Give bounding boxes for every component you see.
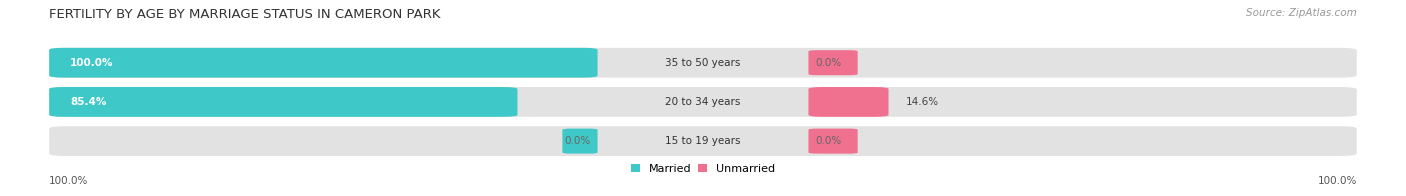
Text: 0.0%: 0.0%	[815, 58, 842, 68]
FancyBboxPatch shape	[808, 129, 858, 154]
Text: 14.6%: 14.6%	[905, 97, 938, 107]
Legend: Married, Unmarried: Married, Unmarried	[627, 160, 779, 179]
Text: FERTILITY BY AGE BY MARRIAGE STATUS IN CAMERON PARK: FERTILITY BY AGE BY MARRIAGE STATUS IN C…	[49, 8, 440, 21]
Text: 0.0%: 0.0%	[564, 136, 591, 146]
Text: 35 to 50 years: 35 to 50 years	[665, 58, 741, 68]
FancyBboxPatch shape	[808, 87, 889, 117]
Text: 15 to 19 years: 15 to 19 years	[665, 136, 741, 146]
FancyBboxPatch shape	[562, 129, 598, 154]
Text: Source: ZipAtlas.com: Source: ZipAtlas.com	[1246, 8, 1357, 18]
FancyBboxPatch shape	[49, 126, 1357, 156]
Text: 85.4%: 85.4%	[70, 97, 107, 107]
FancyBboxPatch shape	[49, 87, 1357, 117]
Text: 0.0%: 0.0%	[815, 136, 842, 146]
Text: 100.0%: 100.0%	[1317, 176, 1357, 186]
FancyBboxPatch shape	[49, 87, 517, 117]
FancyBboxPatch shape	[808, 50, 858, 75]
FancyBboxPatch shape	[49, 48, 598, 78]
Text: 100.0%: 100.0%	[70, 58, 114, 68]
Text: 100.0%: 100.0%	[49, 176, 89, 186]
FancyBboxPatch shape	[49, 48, 1357, 78]
Text: 20 to 34 years: 20 to 34 years	[665, 97, 741, 107]
